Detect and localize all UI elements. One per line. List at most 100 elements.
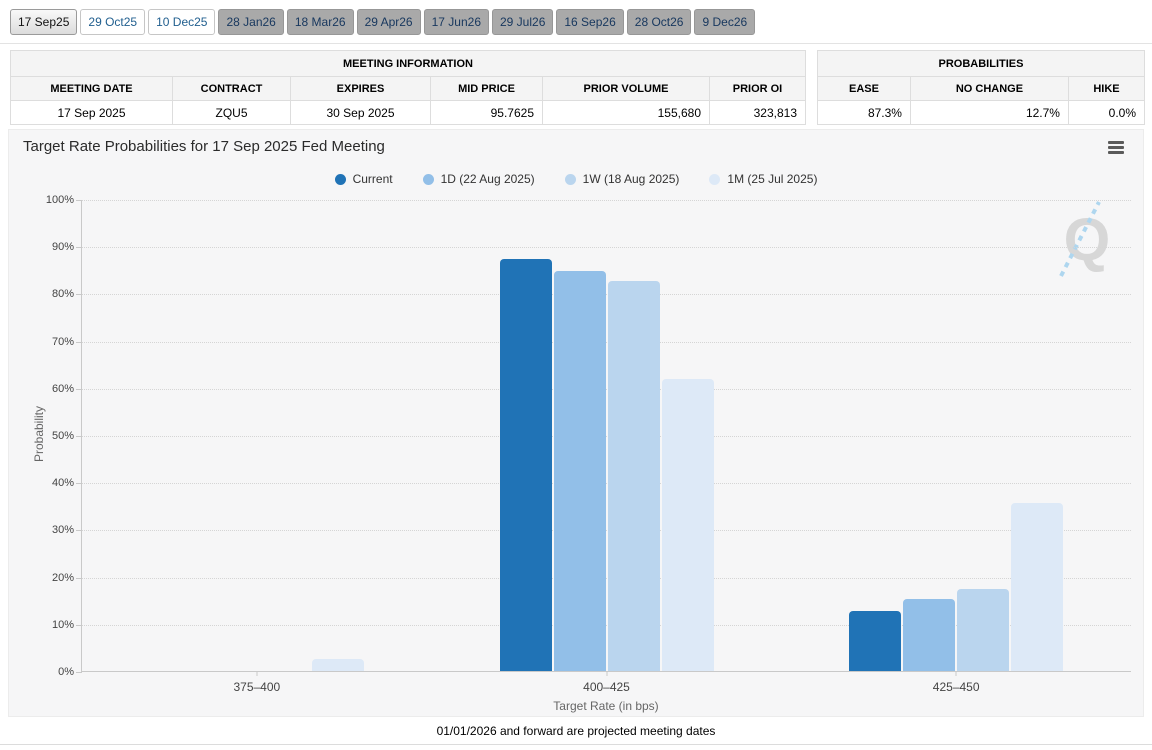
bar-1m [1011,502,1064,671]
meeting-tab[interactable]: 16 Sep26 [556,9,624,35]
chart-legend: Current 1D (22 Aug 2025) 1W (18 Aug 2025) 1… [9,172,1143,186]
x-category-label: 400–425 [583,680,630,694]
table-cell: 30 Sep 2025 [290,100,431,125]
column-header: MID PRICE [430,76,543,101]
probabilities-header-row: EASE NO CHANGE HIKE [816,76,1146,101]
column-header: NO CHANGE [909,76,1069,101]
meeting-tab[interactable]: 28 Oct26 [626,9,692,35]
bar-group [149,659,365,671]
legend-item[interactable]: 1W (18 Aug 2025) [564,172,680,186]
table-cell: 17 Sep 2025 [10,100,173,125]
bar-1m [661,378,714,671]
y-axis-tick-label: 60% [51,382,74,395]
y-axis-tick [76,530,82,532]
y-axis-tick [76,577,82,579]
table-cell: 87.3% [816,100,911,125]
legend-marker-icon [564,173,576,185]
chart-title: Target Rate Probabilities for 17 Sep 202… [23,138,385,155]
probabilities-table: PROBABILITIES EASE NO CHANGE HIKE 87.3% 12.… [816,50,1146,125]
y-axis-tick-label: 80% [51,288,74,301]
y-axis-tick [76,388,82,390]
bottom-divider [0,744,1152,745]
quikstrike-watermark-icon: Q [1045,200,1117,278]
y-axis-tick-label: 50% [51,430,74,442]
legend-item[interactable]: 1D (22 Aug 2025) [422,172,535,186]
y-axis-tick [76,294,82,296]
column-header: CONTRACT [172,76,291,101]
table-cell: 95.7625 [430,100,543,125]
y-axis-tick-label: 100% [45,194,74,206]
y-axis-tick [76,436,82,437]
table-cell: 155,680 [542,100,710,125]
bar-1d [903,598,956,671]
meeting-information-title: MEETING INFORMATION [10,50,806,77]
gridline [82,247,1131,249]
meeting-information-table: MEETING INFORMATION MEETING DATE CONTRACT… [10,50,806,125]
bar-1m [311,659,364,671]
table-cell: 0.0% [1067,100,1146,125]
bar-1w [957,588,1010,671]
legend-label: 1D (22 Aug 2025) [440,172,535,186]
gridline [82,577,1131,579]
y-axis-tick [76,247,82,249]
meeting-tab[interactable]: 10 Dec25 [148,9,216,35]
meeting-tab[interactable]: 17 Sep25 [10,9,78,35]
table-cell: 323,813 [709,100,806,125]
meeting-tab[interactable]: 29 Oct25 [80,9,146,35]
y-axis-tick [76,672,82,673]
meeting-information-data-row: 17 Sep 2025 ZQU5 30 Sep 2025 95.7625 155,680… [10,100,806,125]
y-axis-tick-label: 30% [51,524,74,537]
legend-item[interactable]: 1M (25 Jul 2025) [709,172,817,186]
legend-marker-icon [334,173,346,185]
x-axis-tick [606,671,607,676]
y-axis-tick-label: 40% [51,477,74,490]
summary-tables: MEETING INFORMATION MEETING DATE CONTRACT… [10,50,1146,125]
meeting-tab[interactable]: 28 Jan26 [218,9,284,35]
gridline [82,388,1131,390]
y-axis-tick-label: 20% [51,571,74,584]
y-axis-tick [76,341,82,343]
meeting-tab-bar: 17 Sep25 29 Oct25 10 Dec25 28 Jan26 18 Mar26… [0,0,1152,44]
probabilities-data-row: 87.3% 12.7% 0.0% [816,100,1146,125]
bar-group [848,502,1064,671]
bar-current [499,258,552,671]
x-axis-title: Target Rate (in bps) [553,699,659,713]
gridline [82,200,1131,201]
bar-1w [607,281,660,671]
table-cell: 12.7% [909,100,1069,125]
x-axis-tick [256,671,258,676]
bar-group [499,258,715,671]
meeting-tab[interactable]: 29 Jul26 [492,9,554,35]
y-axis-tick-label: 90% [51,241,74,254]
plot-area: Q 0% 10% 20% 30% 40% 50% 60% 70% 80% 90% 100% 375–4… [46,194,1131,694]
legend-label: Current [352,172,393,186]
column-header: PRIOR VOLUME [542,76,710,101]
bar-current [849,611,902,671]
meeting-tab[interactable]: 9 Dec26 [694,9,756,35]
y-axis-tick [76,483,82,485]
gridline [82,341,1131,343]
fedwatch-chart-panel: Target Rate Probabilities for 17 Sep 202… [8,129,1144,717]
svg-text:Q: Q [1064,206,1111,273]
legend-item[interactable]: Current [334,172,393,186]
x-axis-tick [955,671,957,676]
gridline [82,294,1131,296]
gridline [82,483,1131,485]
legend-label: 1W (18 Aug 2025) [582,172,680,186]
projected-dates-note: 01/01/2026 and forward are projected mee… [436,724,716,738]
meeting-tab[interactable]: 29 Apr26 [356,9,421,35]
column-header: EXPIRES [290,76,431,101]
column-header: MEETING DATE [10,76,173,101]
y-axis-tick [76,200,82,201]
chart-context-menu-icon[interactable] [1108,141,1125,156]
column-header: HIKE [1067,76,1146,101]
meeting-tab[interactable]: 17 Jun26 [423,9,489,35]
legend-marker-icon [709,173,721,185]
meeting-tab[interactable]: 18 Mar26 [286,9,354,35]
y-axis-tick-label: 10% [51,618,74,631]
legend-marker-icon [422,173,434,185]
table-cell: ZQU5 [172,100,291,125]
column-header: PRIOR OI [709,76,806,101]
gridline [82,530,1131,532]
y-axis-tick-label: 70% [51,335,74,348]
